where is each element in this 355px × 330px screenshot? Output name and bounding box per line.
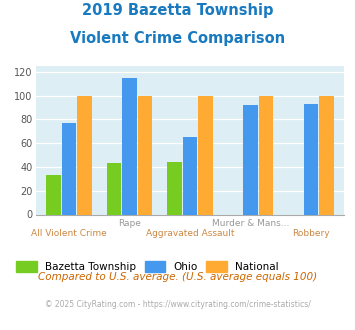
Text: Murder & Mans...: Murder & Mans... <box>212 219 289 228</box>
Text: Rape: Rape <box>118 219 141 228</box>
Text: 2019 Bazetta Township: 2019 Bazetta Township <box>82 3 273 18</box>
Bar <box>46 175 61 214</box>
Text: Robbery: Robbery <box>292 229 330 238</box>
Bar <box>259 96 273 214</box>
Text: Violent Crime Comparison: Violent Crime Comparison <box>70 31 285 46</box>
Bar <box>198 96 213 214</box>
Bar <box>106 163 121 214</box>
Text: Compared to U.S. average. (U.S. average equals 100): Compared to U.S. average. (U.S. average … <box>38 272 317 282</box>
Bar <box>183 137 197 214</box>
Bar <box>304 104 318 214</box>
Bar <box>319 96 334 214</box>
Bar <box>243 105 258 214</box>
Bar <box>77 96 92 214</box>
Text: All Violent Crime: All Violent Crime <box>31 229 107 238</box>
Bar <box>122 78 137 214</box>
Bar <box>167 162 182 214</box>
Text: Aggravated Assault: Aggravated Assault <box>146 229 234 238</box>
Legend: Bazetta Township, Ohio, National: Bazetta Township, Ohio, National <box>16 261 279 272</box>
Bar <box>61 123 76 214</box>
Bar <box>137 96 152 214</box>
Text: © 2025 CityRating.com - https://www.cityrating.com/crime-statistics/: © 2025 CityRating.com - https://www.city… <box>45 300 310 309</box>
